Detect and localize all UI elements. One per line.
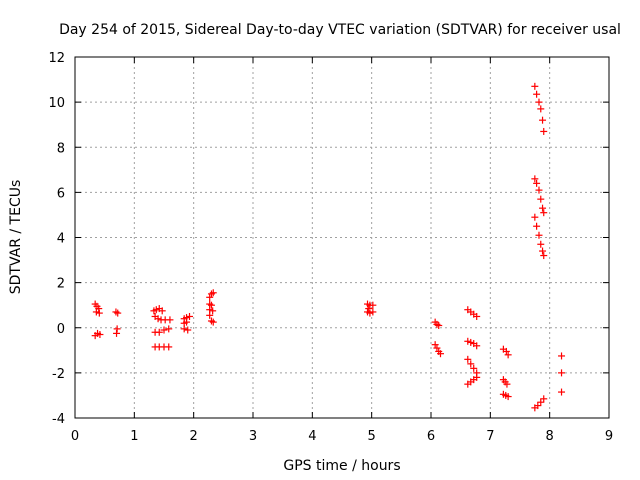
y-tick-labels: -4 -2 0 2 4 6 8 10 12 xyxy=(48,51,65,427)
data-point xyxy=(431,341,439,349)
data-point xyxy=(464,355,472,363)
axis-ticks xyxy=(74,56,610,419)
chart-title: Day 254 of 2015, Sidereal Day-to-day VTE… xyxy=(59,22,621,38)
x-axis-label: GPS time / hours xyxy=(283,458,400,474)
data-point xyxy=(535,186,543,194)
data-point xyxy=(160,326,168,334)
data-point xyxy=(207,317,215,325)
data-point xyxy=(96,331,104,339)
data-point xyxy=(207,301,215,309)
data-point xyxy=(531,82,539,90)
data-point xyxy=(155,328,163,336)
data-point xyxy=(473,373,481,381)
y-tick-label: 4 xyxy=(57,232,65,247)
y-axis-label: SDTVAR / TECUs xyxy=(8,180,24,295)
data-point xyxy=(558,352,566,360)
data-points xyxy=(91,82,566,412)
x-tick-label: 4 xyxy=(308,429,316,444)
data-point xyxy=(154,315,162,323)
x-tick-label: 8 xyxy=(546,429,554,444)
data-point xyxy=(558,369,566,377)
data-point xyxy=(165,343,173,351)
data-point xyxy=(504,351,512,359)
data-point xyxy=(180,325,188,333)
data-point xyxy=(540,252,548,260)
data-point xyxy=(436,350,444,358)
data-point xyxy=(535,98,543,106)
data-point xyxy=(540,209,548,217)
data-point xyxy=(473,312,481,320)
data-point xyxy=(209,289,217,297)
x-tick-label: 7 xyxy=(486,429,494,444)
data-point xyxy=(537,240,545,248)
data-point xyxy=(467,338,475,346)
y-tick-label: -2 xyxy=(52,367,65,382)
x-tick-label: 3 xyxy=(249,429,257,444)
data-point xyxy=(114,309,122,317)
data-point xyxy=(535,231,543,239)
data-point xyxy=(540,395,548,403)
data-point xyxy=(206,293,214,301)
data-point xyxy=(209,318,217,326)
data-point xyxy=(503,380,511,388)
x-tick-label: 6 xyxy=(427,429,435,444)
data-point xyxy=(112,308,120,316)
y-tick-label: -4 xyxy=(52,412,65,427)
x-tick-label: 9 xyxy=(605,429,613,444)
data-point xyxy=(558,388,566,396)
data-point xyxy=(533,222,541,230)
x-tick-label: 2 xyxy=(190,429,198,444)
data-point xyxy=(537,398,545,406)
data-point xyxy=(464,337,472,345)
data-point xyxy=(165,325,173,333)
y-tick-label: 2 xyxy=(57,277,65,292)
data-point xyxy=(533,90,541,98)
data-point xyxy=(531,175,539,183)
grid-lines xyxy=(75,57,609,418)
data-point xyxy=(209,307,217,315)
data-point xyxy=(186,312,194,320)
data-point xyxy=(539,247,547,255)
data-point xyxy=(369,308,377,316)
data-point xyxy=(92,308,100,316)
data-point xyxy=(537,195,545,203)
y-tick-label: 0 xyxy=(57,322,65,337)
y-tick-label: 6 xyxy=(57,186,65,201)
data-point xyxy=(435,321,443,329)
data-point xyxy=(433,344,441,352)
data-point xyxy=(467,360,475,368)
x-tick-label: 0 xyxy=(71,429,79,444)
data-point xyxy=(184,326,192,334)
y-tick-label: 10 xyxy=(48,96,65,111)
data-point xyxy=(470,364,478,372)
data-point xyxy=(166,316,174,324)
data-point xyxy=(504,393,512,401)
data-point xyxy=(539,116,547,124)
x-tick-labels: 0 1 2 3 4 5 6 7 8 9 xyxy=(71,429,613,444)
data-point xyxy=(537,105,545,113)
data-point xyxy=(206,311,214,319)
data-point xyxy=(183,318,191,326)
data-point xyxy=(152,306,160,314)
y-tick-label: 8 xyxy=(57,141,65,156)
x-tick-label: 1 xyxy=(130,429,138,444)
data-point xyxy=(531,213,539,221)
data-point xyxy=(539,204,547,212)
y-tick-label: 12 xyxy=(48,51,65,66)
data-point xyxy=(369,301,377,309)
x-tick-label: 5 xyxy=(368,429,376,444)
data-point xyxy=(207,290,215,298)
data-point xyxy=(95,309,103,317)
data-point xyxy=(366,309,374,317)
data-point xyxy=(540,127,548,135)
data-point xyxy=(113,329,121,337)
data-point xyxy=(533,179,541,187)
data-point xyxy=(534,402,542,410)
data-point xyxy=(473,342,481,350)
data-point xyxy=(158,307,166,315)
data-point xyxy=(365,305,373,313)
